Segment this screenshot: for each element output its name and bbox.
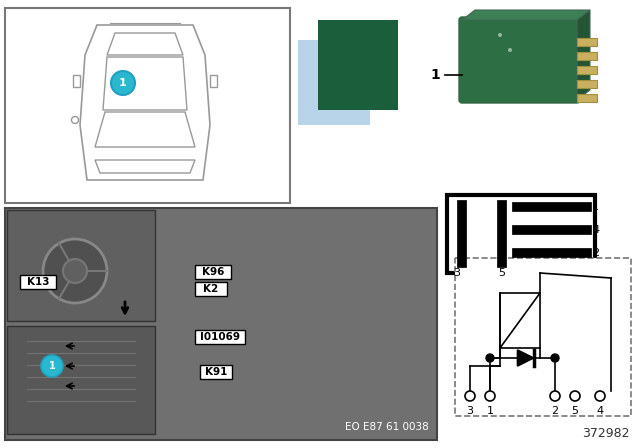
Polygon shape [210, 75, 217, 87]
Bar [577, 66, 597, 74]
Circle shape [63, 259, 87, 283]
Text: 5: 5 [572, 406, 579, 416]
Bar [5, 8, 290, 203]
Text: 4: 4 [596, 406, 604, 416]
Polygon shape [107, 33, 183, 55]
Bar [577, 38, 597, 46]
Text: 2: 2 [592, 248, 599, 258]
Text: I01069: I01069 [200, 332, 240, 342]
Circle shape [72, 116, 79, 124]
Polygon shape [103, 57, 187, 110]
Circle shape [508, 48, 512, 52]
Bar [5, 208, 437, 440]
Polygon shape [73, 75, 80, 87]
Polygon shape [577, 10, 590, 100]
Circle shape [551, 354, 559, 362]
Bar [7, 326, 155, 434]
Polygon shape [80, 25, 210, 180]
Circle shape [550, 391, 560, 401]
Circle shape [485, 391, 495, 401]
Circle shape [570, 391, 580, 401]
Circle shape [43, 239, 107, 303]
Circle shape [498, 33, 502, 37]
Bar [195, 265, 231, 279]
Text: 1: 1 [486, 406, 493, 416]
Text: 4: 4 [592, 225, 599, 235]
Text: K2: K2 [204, 284, 219, 294]
Circle shape [41, 355, 63, 377]
Circle shape [486, 354, 494, 362]
Bar [195, 282, 227, 296]
Text: 5: 5 [499, 268, 506, 278]
Text: 372982: 372982 [582, 427, 630, 440]
Bar [7, 210, 155, 321]
Bar [455, 258, 631, 416]
Text: 3: 3 [454, 268, 461, 278]
Polygon shape [462, 10, 590, 20]
Text: 1: 1 [49, 361, 56, 371]
Text: 2: 2 [552, 406, 559, 416]
Text: K91: K91 [205, 367, 227, 377]
Bar [577, 52, 597, 60]
Bar [577, 80, 597, 88]
Text: 1: 1 [119, 78, 127, 88]
Bar [298, 40, 370, 125]
Bar [20, 275, 56, 289]
Text: 1: 1 [430, 68, 440, 82]
Bar [195, 330, 245, 344]
Bar [577, 94, 597, 102]
Circle shape [111, 71, 135, 95]
FancyBboxPatch shape [459, 17, 580, 103]
Bar [200, 365, 232, 379]
Text: K13: K13 [27, 277, 49, 287]
Polygon shape [95, 160, 195, 173]
Polygon shape [95, 112, 195, 147]
Text: EO E87 61 0038: EO E87 61 0038 [345, 422, 429, 432]
Text: K96: K96 [202, 267, 224, 277]
Polygon shape [518, 350, 534, 366]
Circle shape [465, 391, 475, 401]
Circle shape [595, 391, 605, 401]
Bar [318, 20, 398, 110]
Text: 3: 3 [467, 406, 474, 416]
Bar [447, 195, 595, 273]
Bar [500, 293, 540, 348]
Text: 1: 1 [592, 202, 599, 212]
